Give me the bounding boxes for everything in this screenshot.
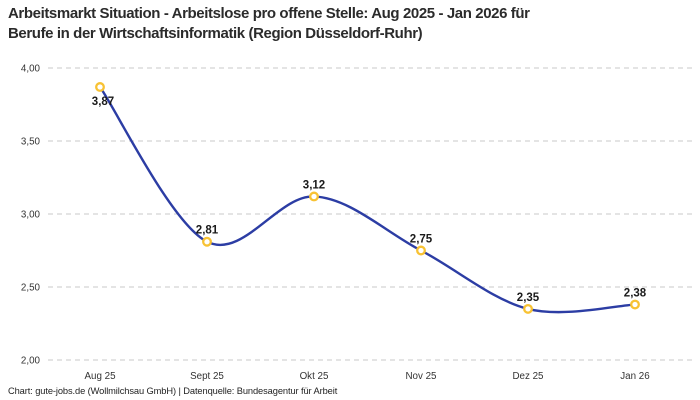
y-axis-tick-label: 2,00 [21, 356, 41, 367]
chart-title-line-1: Arbeitsmarkt Situation - Arbeitslose pro… [8, 5, 530, 22]
data-point-label: 3,87 [92, 96, 114, 108]
x-axis-tick-label: Jan 26 [620, 371, 650, 382]
data-point-marker [309, 191, 319, 202]
data-point-marker [523, 303, 533, 314]
x-axis-tick-label: Dez 25 [512, 371, 544, 382]
x-axis-tick-label: Okt 25 [300, 371, 329, 382]
data-point-label: 3,12 [303, 179, 325, 191]
data-point-label: 2,38 [624, 288, 647, 300]
y-axis-tick-label: 2,50 [21, 283, 41, 294]
y-axis-tick-label: 3,00 [21, 210, 41, 221]
data-point-marker [202, 236, 212, 247]
chart-source-caption: Chart: gute-jobs.de (Wollmilchsau GmbH) … [8, 386, 338, 396]
data-point-label: 2,81 [196, 225, 219, 237]
y-axis-tick-label: 3,50 [21, 137, 41, 148]
x-axis-tick-label: Aug 25 [84, 371, 116, 382]
y-axis-tick-label: 4,00 [21, 64, 41, 75]
data-point-marker [416, 245, 426, 256]
data-point-marker [95, 82, 105, 92]
series-line [98, 85, 637, 314]
x-axis-tick-label: Sept 25 [190, 371, 224, 382]
data-point-label: 2,35 [517, 292, 540, 304]
chart-title-line-2: Berufe in der Wirtschaftsinformatik (Reg… [8, 25, 423, 42]
data-point-marker [630, 299, 640, 310]
chart-title: Arbeitsmarkt Situation - Arbeitslose pro… [8, 4, 530, 44]
data-point-label: 2,75 [410, 234, 433, 246]
x-axis-tick-label: Nov 25 [405, 371, 437, 382]
